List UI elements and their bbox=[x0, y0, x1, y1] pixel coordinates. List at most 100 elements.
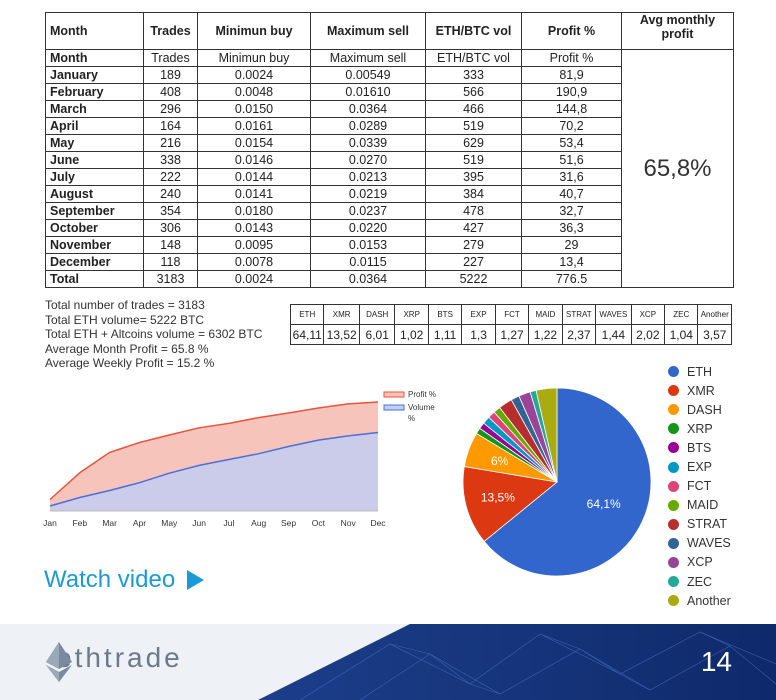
watch-video-link[interactable]: Watch video bbox=[44, 566, 205, 594]
legend-item: STRAT bbox=[668, 515, 731, 534]
coin-header: ZEC bbox=[664, 304, 699, 325]
ethtrade-logo: ethtrade bbox=[46, 642, 183, 682]
coin-header: XMR bbox=[323, 304, 360, 325]
header-max-sell: Maximum sell bbox=[310, 12, 426, 50]
row-label: January bbox=[45, 66, 144, 84]
legend-item: Another bbox=[668, 591, 731, 610]
table-row: January 189 0.0024 0.00549 333 81,9 bbox=[45, 66, 734, 84]
series-area bbox=[50, 432, 378, 511]
coin-value: 1,27 bbox=[494, 324, 530, 345]
legend-label: ETH bbox=[687, 364, 712, 379]
row-label: May bbox=[45, 134, 144, 152]
x-tick-label: Jun bbox=[192, 518, 206, 528]
coin-value: 1,3 bbox=[461, 324, 496, 345]
table-cell: 0.01610 bbox=[310, 83, 426, 101]
average-month-profit-text: Average Month Profit = 65.8 % bbox=[45, 341, 209, 356]
subheader-max-sell: Maximum sell bbox=[310, 49, 426, 67]
row-label: July bbox=[45, 168, 144, 186]
row-label: August bbox=[45, 185, 144, 203]
table-cell: 566 bbox=[425, 83, 522, 101]
table-cell: 0.0180 bbox=[197, 202, 311, 220]
table-cell: 3183 bbox=[143, 270, 198, 288]
legend-dot-icon bbox=[668, 404, 679, 416]
coin-value: 1,04 bbox=[664, 324, 699, 345]
table-cell: 0.0144 bbox=[197, 168, 311, 186]
row-label: September bbox=[45, 202, 144, 220]
series-line bbox=[49, 431, 379, 507]
table-cell: 148 bbox=[143, 236, 198, 254]
header-month: Month bbox=[45, 12, 144, 50]
legend-item: WAVES bbox=[668, 534, 731, 553]
coin-header: ETH bbox=[289, 304, 325, 325]
watch-video-label[interactable]: Watch video bbox=[44, 566, 176, 593]
row-label: October bbox=[45, 219, 144, 237]
table-cell: 36,3 bbox=[521, 219, 622, 237]
table-cell: 0.0095 bbox=[197, 236, 311, 254]
legend-dot-icon bbox=[668, 480, 679, 492]
legend-item: ZEC bbox=[668, 572, 731, 591]
pie-slice bbox=[462, 466, 558, 542]
coin-value: 1,44 bbox=[595, 324, 632, 345]
legend-item: DASH bbox=[668, 400, 731, 419]
coin-header-row: ETH XMR DASH XRP BTS EXP FCT MAID STRAT WAVES XCP Z… bbox=[289, 304, 732, 325]
pie-slice bbox=[535, 387, 558, 483]
table-cell: 0.0024 bbox=[197, 66, 311, 84]
x-tick-label: Sep bbox=[281, 518, 296, 528]
table-cell: 240 bbox=[143, 185, 198, 203]
legend-dot-icon bbox=[668, 595, 679, 607]
table-total-row: Total 3183 0.0024 0.0364 5222 776.5 bbox=[45, 270, 734, 288]
play-icon[interactable] bbox=[187, 570, 205, 590]
table-cell: 0.0048 bbox=[197, 83, 311, 101]
table-cell: 190,9 bbox=[521, 83, 622, 101]
table-cell: 0.0364 bbox=[310, 100, 426, 118]
table-cell: 0.0270 bbox=[310, 151, 426, 169]
legend-dot-icon bbox=[668, 576, 679, 588]
x-tick-label: Jan bbox=[43, 518, 57, 528]
table-cell: 0.0237 bbox=[310, 202, 426, 220]
x-tick-label: Mar bbox=[102, 518, 117, 528]
legend-label: Profit % bbox=[408, 390, 436, 399]
logo-text: ethtrade bbox=[56, 642, 183, 673]
table-cell: 776.5 bbox=[521, 270, 622, 288]
x-tick-label: Apr bbox=[133, 518, 146, 528]
coin-value: 1,22 bbox=[528, 324, 563, 345]
coin-header: MAID bbox=[528, 304, 563, 325]
coin-value: 2,37 bbox=[561, 324, 597, 345]
legend-label: WAVES bbox=[687, 536, 731, 551]
total-trades-text: Total number of trades = 3183 bbox=[45, 298, 205, 312]
coin-value: 1,02 bbox=[394, 324, 429, 345]
profit-volume-area-chart: Jan Feb Mar Apr May Jun Jul Aug Sep Oct Nov Dec Prof… bbox=[43, 390, 436, 528]
legend-dot-icon bbox=[668, 537, 679, 549]
coin-value: 2,02 bbox=[630, 324, 666, 345]
x-tick-label: Jul bbox=[223, 518, 234, 528]
legend-item: XRP bbox=[668, 419, 731, 438]
table-cell: 478 bbox=[425, 202, 522, 220]
coin-header: XCP bbox=[630, 304, 666, 325]
subheader-profit: Profit % bbox=[521, 49, 622, 67]
table-cell: 0.0115 bbox=[310, 253, 426, 271]
table-cell: 0.0220 bbox=[310, 219, 426, 237]
table-cell: 629 bbox=[425, 134, 522, 152]
table-cell: 333 bbox=[425, 66, 522, 84]
table-cell: 0.0219 bbox=[310, 185, 426, 203]
table-row: August 240 0.0141 0.0219 384 40,7 bbox=[45, 185, 734, 203]
coin-header: FCT bbox=[494, 304, 530, 325]
series-line bbox=[49, 401, 379, 501]
row-label: November bbox=[45, 236, 144, 254]
coin-header: EXP bbox=[461, 304, 496, 325]
footer-banner: ethtrade 14 bbox=[0, 624, 776, 700]
subheader-month: Month bbox=[45, 49, 144, 67]
table-row: March 296 0.0150 0.0364 466 144,8 bbox=[45, 100, 734, 118]
legend-dot-icon bbox=[668, 385, 679, 397]
pie-slice-label: 6% bbox=[491, 454, 509, 468]
legend-label: ZEC bbox=[687, 574, 712, 589]
table-cell: 144,8 bbox=[521, 100, 622, 118]
coin-value: 13,52 bbox=[323, 324, 360, 345]
table-cell: 31,6 bbox=[521, 168, 622, 186]
table-cell: 354 bbox=[143, 202, 198, 220]
table-cell: 0.0161 bbox=[197, 117, 311, 135]
table-cell: 40,7 bbox=[521, 185, 622, 203]
pie-legend: ETH XMR DASH XRP BTS EXP FCT MAID STRAT WAVES XCP Z… bbox=[668, 362, 731, 610]
legend-dot-icon bbox=[668, 499, 679, 511]
x-tick-label: Nov bbox=[341, 518, 357, 528]
